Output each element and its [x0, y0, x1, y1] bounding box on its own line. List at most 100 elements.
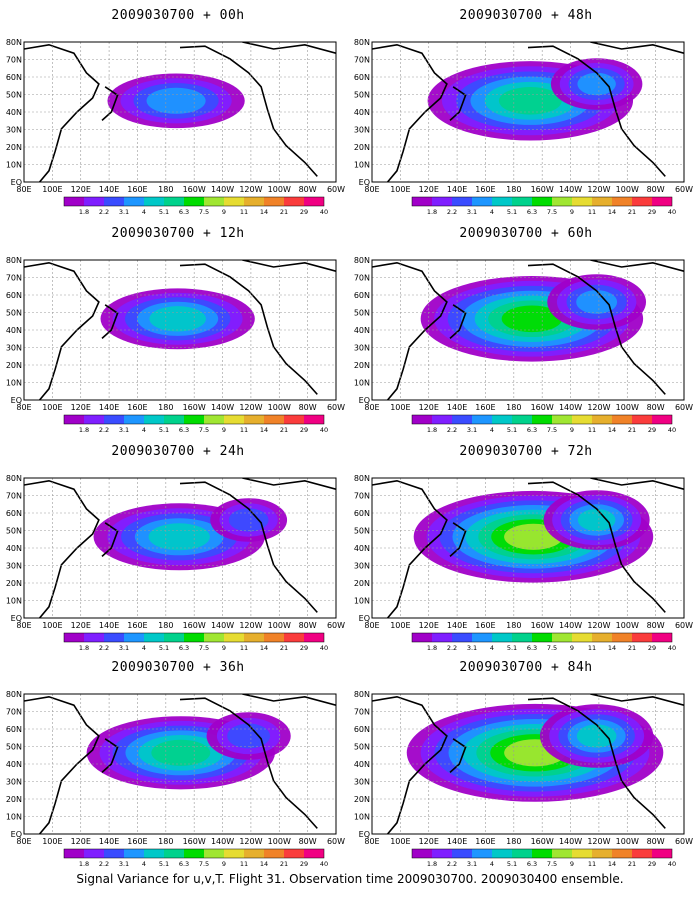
coastline	[24, 260, 336, 400]
colorbar-label: 40	[320, 860, 328, 868]
colorbar-swatch	[612, 849, 632, 858]
colorbar-swatch	[164, 197, 184, 206]
colorbar-label: 40	[320, 426, 328, 434]
lon-tick-label: 140E	[99, 837, 119, 846]
colorbar-label: 4	[142, 426, 146, 434]
lon-tick-label: 180	[158, 621, 173, 630]
lat-tick-label: 80N	[6, 38, 22, 47]
lon-tick-label: 100E	[42, 621, 62, 630]
colorbar-label: 5.1	[507, 860, 517, 868]
lon-tick-label: 120E	[71, 185, 91, 194]
lon-tick-label: 100W	[616, 621, 639, 630]
lon-tick-label: 140E	[447, 403, 467, 412]
lat-tick-label: 20N	[6, 795, 22, 804]
coastline	[372, 260, 684, 400]
variance-contour	[146, 87, 206, 114]
lat-tick-label: 50N	[354, 91, 370, 100]
colorbar-swatch	[552, 197, 572, 206]
colorbar-swatch	[492, 197, 512, 206]
panel-title: 2009030700 + 24h	[111, 444, 245, 459]
colorbar-label: 14	[260, 208, 268, 216]
arctic-coastline	[590, 694, 684, 706]
america-coastline	[527, 45, 666, 177]
lon-tick-label: 80E	[16, 621, 31, 630]
colorbar-swatch	[284, 415, 304, 424]
lat-tick-label: 70N	[354, 492, 370, 501]
lon-tick-label: 80W	[647, 403, 665, 412]
arctic-coastline	[242, 42, 336, 54]
panel-title: 2009030700 + 60h	[459, 226, 593, 241]
colorbar-swatch	[532, 415, 552, 424]
lon-tick-label: 80W	[299, 837, 317, 846]
japan-coastline	[449, 522, 467, 557]
lat-tick-label: 30N	[354, 126, 370, 135]
colorbar-swatch	[592, 633, 612, 642]
colorbar-swatch	[144, 633, 164, 642]
colorbar-swatch	[144, 197, 164, 206]
lon-tick-label: 180	[158, 403, 173, 412]
lat-tick-label: 50N	[354, 527, 370, 536]
colorbar-label: 9	[570, 860, 574, 868]
colorbar-swatch	[652, 197, 672, 206]
colorbar-label: 9	[222, 860, 226, 868]
lat-tick-label: 10N	[354, 597, 370, 606]
colorbar-label: 6.3	[179, 644, 189, 652]
variance-contour	[577, 508, 616, 532]
lat-tick-label: 40N	[6, 544, 22, 553]
colorbar-swatch	[144, 415, 164, 424]
lon-tick-label: 140W	[559, 621, 582, 630]
variance-contour	[148, 523, 210, 551]
colorbar-label: 7.5	[199, 644, 209, 652]
colorbar-label: 3.1	[467, 426, 477, 434]
america-coastline	[527, 697, 666, 829]
lat-tick-label: 10N	[6, 379, 22, 388]
lon-tick-label: 80W	[647, 621, 665, 630]
asia-coastline	[372, 479, 448, 618]
colorbar-swatch	[632, 633, 652, 642]
variance-contour	[576, 724, 617, 748]
colorbar-label: 4	[142, 208, 146, 216]
variance-contour	[151, 739, 211, 766]
lat-tick-label: 80N	[354, 690, 370, 699]
lon-tick-label: 120E	[71, 837, 91, 846]
map-frame	[23, 477, 337, 619]
colorbar-label: 1.8	[79, 426, 89, 434]
lat-tick-label: 70N	[6, 56, 22, 65]
lat-tick-label: EQ	[11, 830, 22, 839]
colorbar-swatch	[572, 197, 592, 206]
colorbar-label: 40	[668, 860, 676, 868]
arctic-coastline	[590, 42, 684, 54]
lon-tick-label: 160E	[475, 403, 495, 412]
lon-tick-label: 160E	[127, 185, 147, 194]
colorbar-swatch	[512, 849, 532, 858]
lon-tick-label: 140E	[99, 621, 119, 630]
lon-tick-label: 180	[506, 621, 521, 630]
lat-tick-label: 30N	[354, 344, 370, 353]
lon-tick-label: 80W	[299, 403, 317, 412]
map-panel-36h: 2009030700 + 36h 80N 70N 60N 50N 40N 30N 20N 10…	[6, 660, 348, 880]
colorbar-label: 14	[260, 860, 268, 868]
lat-tick-label: EQ	[11, 614, 22, 623]
colorbar-label: 7.5	[199, 208, 209, 216]
colorbar-swatch	[104, 633, 124, 642]
lon-tick-label: 80W	[647, 185, 665, 194]
lon-tick-label: 140W	[211, 837, 234, 846]
lon-tick-label: 80E	[16, 185, 31, 194]
colorbar-label: 1.8	[427, 208, 437, 216]
map-panel-60h: 2009030700 + 60h 80N 70N 60N 50N 40N 30N 20N 10…	[354, 226, 696, 446]
colorbar-label: 21	[628, 208, 636, 216]
lat-tick-label: 10N	[354, 161, 370, 170]
lon-tick-label: 80E	[16, 403, 31, 412]
lat-tick-label: 40N	[354, 326, 370, 335]
map-grid	[24, 694, 336, 834]
coastline	[372, 478, 684, 618]
arctic-coastline	[590, 260, 684, 272]
colorbar-label: 11	[588, 426, 596, 434]
colorbar-label: 11	[240, 208, 248, 216]
colorbar-label: 2.2	[99, 644, 109, 652]
lat-tick-label: 20N	[354, 361, 370, 370]
variance-contour	[227, 723, 271, 749]
coastline	[372, 42, 684, 182]
colorbar-swatch	[532, 197, 552, 206]
